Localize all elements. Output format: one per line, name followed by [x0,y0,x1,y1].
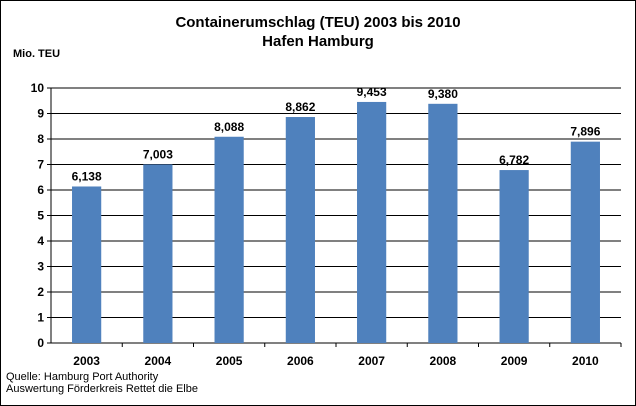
x-tick-label-2004: 2004 [145,354,172,368]
y-tick-label: 0 [37,336,44,350]
y-tick-label: 5 [37,209,44,223]
y-tick-label: 9 [37,107,44,121]
chart-subtitle: Hafen Hamburg [262,33,374,50]
chart-title: Containerumschlag (TEU) 2003 bis 2010 [175,14,461,31]
bar-2010 [570,141,600,343]
y-tick-label: 7 [37,158,44,172]
x-tick-label-2009: 2009 [501,354,528,368]
data-label-2003: 6,138 [72,169,102,183]
y-tick-label: 6 [37,183,44,197]
x-tick-label-2003: 2003 [73,354,100,368]
bar-2004 [143,164,173,343]
x-tick-label-2005: 2005 [216,354,243,368]
y-tick-label: 4 [37,234,44,248]
bar-2009 [499,170,529,343]
y-axis-unit-label: Mio. TEU [13,48,61,60]
bar-2008 [428,103,458,343]
x-tick-label-2006: 2006 [287,354,314,368]
data-label-2006: 8,862 [285,100,315,114]
data-label-2004: 7,003 [143,147,173,161]
source-note: Quelle: Hamburg Port Authority Auswertun… [6,371,198,395]
bar-2003 [72,186,102,343]
bar-2007 [357,101,387,343]
y-tick-label: 3 [37,260,44,274]
chart-title-block: Containerumschlag (TEU) 2003 bis 2010 Ha… [1,13,635,51]
data-label-2005: 8,088 [214,120,244,134]
y-tick-label: 2 [37,285,44,299]
bar-2006 [285,117,315,343]
data-label-2010: 7,896 [570,125,600,139]
data-label-2007: 9,453 [357,85,387,99]
x-tick-label-2008: 2008 [430,354,457,368]
bar-2005 [214,136,244,343]
x-tick-label-2007: 2007 [358,354,385,368]
y-tick-label: 1 [37,311,44,325]
y-tick-label: 10 [31,81,45,95]
source-line-2: Auswertung Förderkreis Rettet die Elbe [6,383,198,395]
y-tick-label: 8 [37,132,44,146]
source-line-1: Quelle: Hamburg Port Authority [6,371,159,383]
x-tick-label-2010: 2010 [572,354,599,368]
data-label-2009: 6,782 [499,153,529,167]
data-label-2008: 9,380 [428,87,458,101]
